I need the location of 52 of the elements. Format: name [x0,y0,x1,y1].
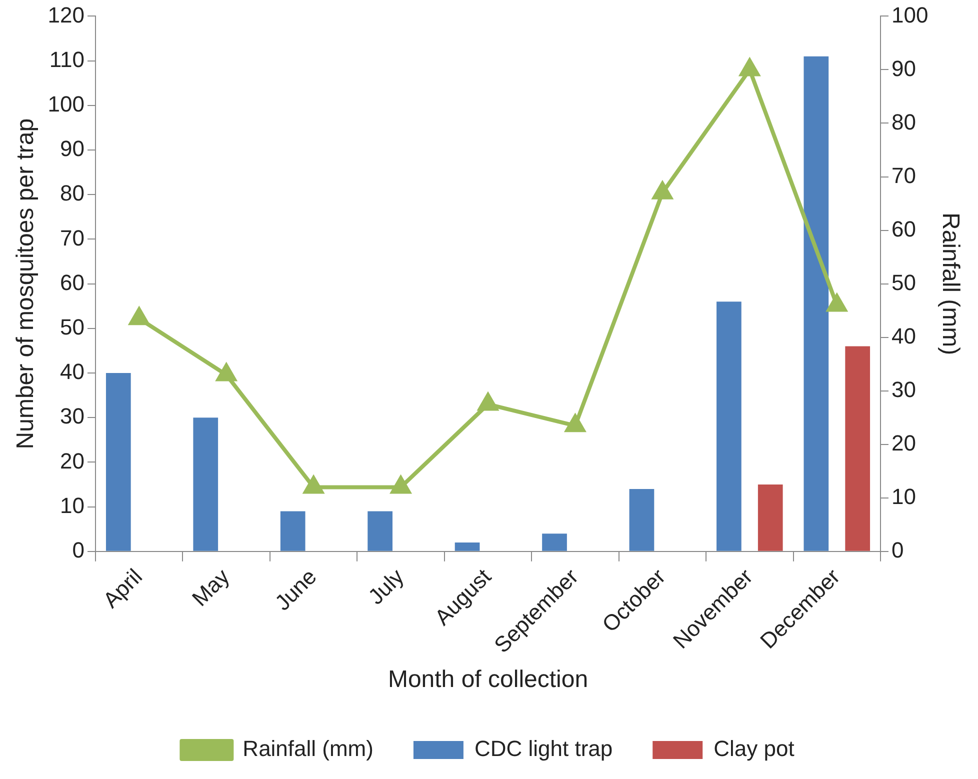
y-axis-title: Number of mosquitoes per trap [12,118,40,450]
point [827,294,847,312]
y-tick-label: 80 [60,180,85,206]
legend-label: CDC light trap [474,736,613,762]
bar [193,418,218,551]
bar [280,511,306,551]
x-tick-label: May [187,564,234,611]
y2-tick-label: 100 [891,2,928,28]
y2-tick-label: 20 [891,430,916,456]
point [478,393,498,411]
point [216,364,236,382]
y-tick-label: 50 [60,314,85,340]
point [390,476,411,494]
x-tick-label: July [363,564,409,610]
y2-tick-label: 60 [891,216,916,242]
y2-axis-title: Rainfall (mm) [936,212,964,356]
y-tick-label: 60 [60,270,85,295]
y-tick-label: 70 [60,225,85,250]
bar [716,302,742,551]
y-tick-label: 20 [60,448,85,474]
bar [542,534,567,551]
y2-tick-label: 10 [891,484,916,509]
y-tick-label: 100 [48,91,85,116]
bar [368,511,392,551]
y2-tick-label: 80 [891,109,916,134]
y-tick-label: 0 [72,538,85,562]
bar [804,56,829,551]
y-tick-label: 10 [60,492,85,518]
y2-tick-label: 30 [891,376,916,402]
bar [106,373,131,551]
y2-tick-label: 40 [891,323,916,348]
legend-label: Clay pot [714,736,794,762]
point [129,308,149,326]
y-tick-label: 40 [60,359,85,384]
y2-tick-label: 0 [891,538,904,562]
y-tick-label: 90 [60,136,85,162]
y-tick-label: 120 [48,2,85,28]
bar [758,484,783,551]
bar [845,346,870,551]
point [565,414,586,432]
point [740,58,760,76]
x-axis-title: Month of collection [388,666,588,694]
point [304,476,324,494]
y-tick-label: 110 [49,46,85,72]
y2-tick-label: 70 [891,162,916,188]
legend-label: Rainfall (mm) [242,736,374,762]
bar [629,488,654,551]
y2-tick-label: 90 [891,56,916,81]
y2-tick-label: 50 [891,270,916,295]
bar [454,542,480,551]
y-tick-label: 30 [60,404,85,429]
point [652,182,672,200]
